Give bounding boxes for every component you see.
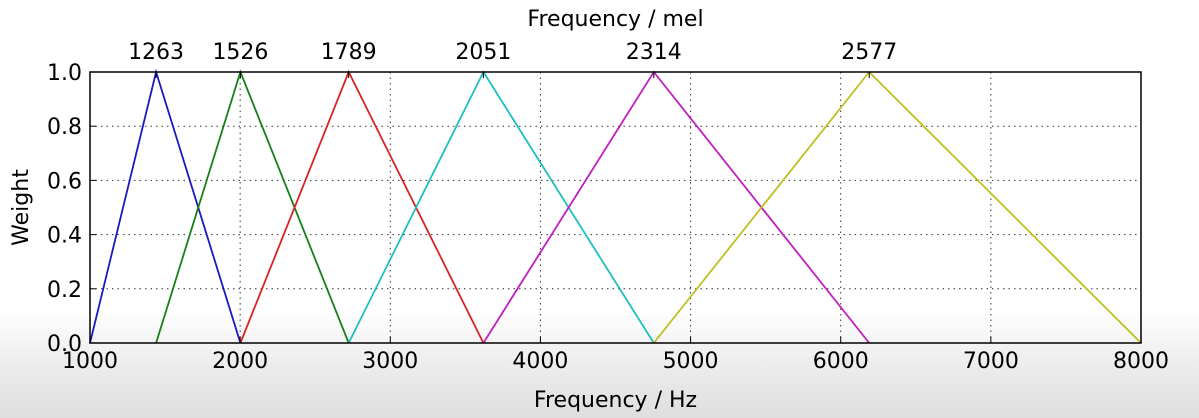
y-tick-label: 0.4 (47, 224, 82, 249)
top-tick-label: 2577 (841, 40, 897, 65)
x-tick-label: 5000 (663, 349, 719, 374)
filter-series-4 (347, 70, 655, 344)
top-tick-label: 2314 (626, 40, 682, 65)
x-axis-title: Frequency / Hz (534, 388, 697, 413)
ticks: 1000 2000 3000 4000 5000 6000 7000 8000 0.0 0.2 0.… (47, 40, 1169, 374)
filter-series-2 (155, 69, 350, 344)
top-tick-label: 2051 (455, 40, 511, 65)
top-axis-title: Frequency / mel (527, 7, 703, 32)
series-group (89, 68, 1142, 344)
plot-frame (89, 71, 1142, 344)
y-axis-title: Weight (9, 169, 34, 246)
x-tick-label: 3000 (362, 349, 418, 374)
x-tick-label: 4000 (512, 349, 568, 374)
top-tick-label: 1263 (128, 40, 184, 65)
top-tick-label: 1526 (212, 40, 268, 65)
y-tick-label: 0.2 (47, 278, 82, 303)
filter-series-3 (239, 69, 485, 344)
x-tick-label: 6000 (813, 349, 869, 374)
filter-series-1 (89, 68, 242, 344)
y-tick-label: 0.6 (47, 169, 82, 194)
grid (90, 72, 1141, 343)
y-tick-label: 1.0 (47, 61, 82, 86)
y-tick-label: 0.0 (47, 332, 82, 357)
x-tick-label: 8000 (1113, 349, 1169, 374)
x-tick-label: 1000 (62, 349, 118, 374)
filter-series-5 (482, 70, 870, 344)
x-tick-label: 7000 (963, 349, 1019, 374)
x-tick-label: 2000 (212, 349, 268, 374)
top-tick-label: 1789 (321, 40, 377, 65)
filter-series-6 (653, 70, 1142, 344)
y-tick-label: 0.8 (47, 115, 82, 140)
